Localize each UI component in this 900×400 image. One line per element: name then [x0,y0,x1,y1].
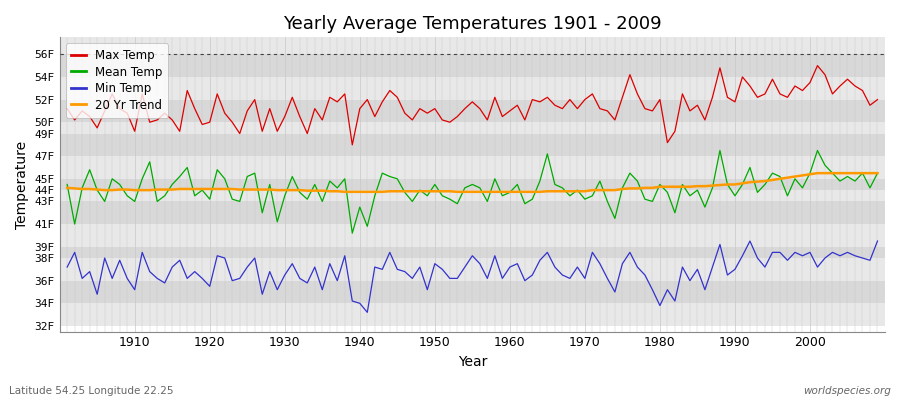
Bar [59,190,885,202]
Text: worldspecies.org: worldspecies.org [803,386,891,396]
Bar [59,122,885,134]
Bar [59,156,885,179]
Text: Latitude 54.25 Longitude 22.25: Latitude 54.25 Longitude 22.25 [9,386,174,396]
Bar [59,303,885,326]
X-axis label: Year: Year [457,355,487,369]
Bar [59,281,885,303]
Bar [59,247,885,258]
Bar [59,77,885,100]
Bar [59,224,885,247]
Bar [59,202,885,224]
Bar [59,258,885,281]
Bar [59,32,885,54]
Bar [59,100,885,122]
Title: Yearly Average Temperatures 1901 - 2009: Yearly Average Temperatures 1901 - 2009 [283,15,662,33]
Bar [59,54,885,77]
Legend: Max Temp, Mean Temp, Min Temp, 20 Yr Trend: Max Temp, Mean Temp, Min Temp, 20 Yr Tre… [66,43,168,118]
Bar [59,134,885,156]
Bar [59,179,885,190]
Y-axis label: Temperature: Temperature [15,140,29,228]
